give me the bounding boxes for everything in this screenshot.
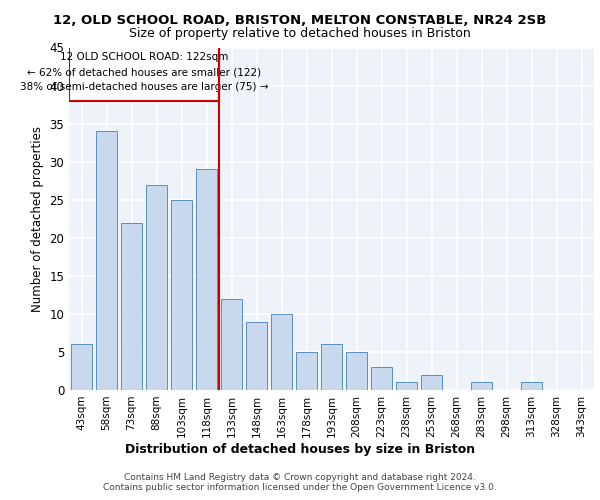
FancyBboxPatch shape: [69, 44, 219, 101]
Bar: [271, 314, 292, 390]
Text: 12 OLD SCHOOL ROAD: 122sqm
← 62% of detached houses are smaller (122)
38% of sem: 12 OLD SCHOOL ROAD: 122sqm ← 62% of deta…: [20, 52, 268, 92]
Bar: [71, 344, 92, 390]
Bar: [396, 382, 417, 390]
Bar: [321, 344, 342, 390]
Bar: [346, 352, 367, 390]
Bar: [296, 352, 317, 390]
Bar: [121, 222, 142, 390]
Bar: [471, 382, 492, 390]
Text: Contains HM Land Registry data © Crown copyright and database right 2024.: Contains HM Land Registry data © Crown c…: [124, 472, 476, 482]
Bar: [221, 298, 242, 390]
Text: 12, OLD SCHOOL ROAD, BRISTON, MELTON CONSTABLE, NR24 2SB: 12, OLD SCHOOL ROAD, BRISTON, MELTON CON…: [53, 14, 547, 27]
Bar: [246, 322, 267, 390]
Bar: [196, 170, 217, 390]
Bar: [96, 131, 117, 390]
Text: Contains public sector information licensed under the Open Government Licence v3: Contains public sector information licen…: [103, 484, 497, 492]
Bar: [371, 367, 392, 390]
Bar: [146, 184, 167, 390]
Bar: [521, 382, 542, 390]
Bar: [171, 200, 192, 390]
Text: Distribution of detached houses by size in Briston: Distribution of detached houses by size …: [125, 442, 475, 456]
Y-axis label: Number of detached properties: Number of detached properties: [31, 126, 44, 312]
Bar: [421, 375, 442, 390]
Text: Size of property relative to detached houses in Briston: Size of property relative to detached ho…: [129, 28, 471, 40]
